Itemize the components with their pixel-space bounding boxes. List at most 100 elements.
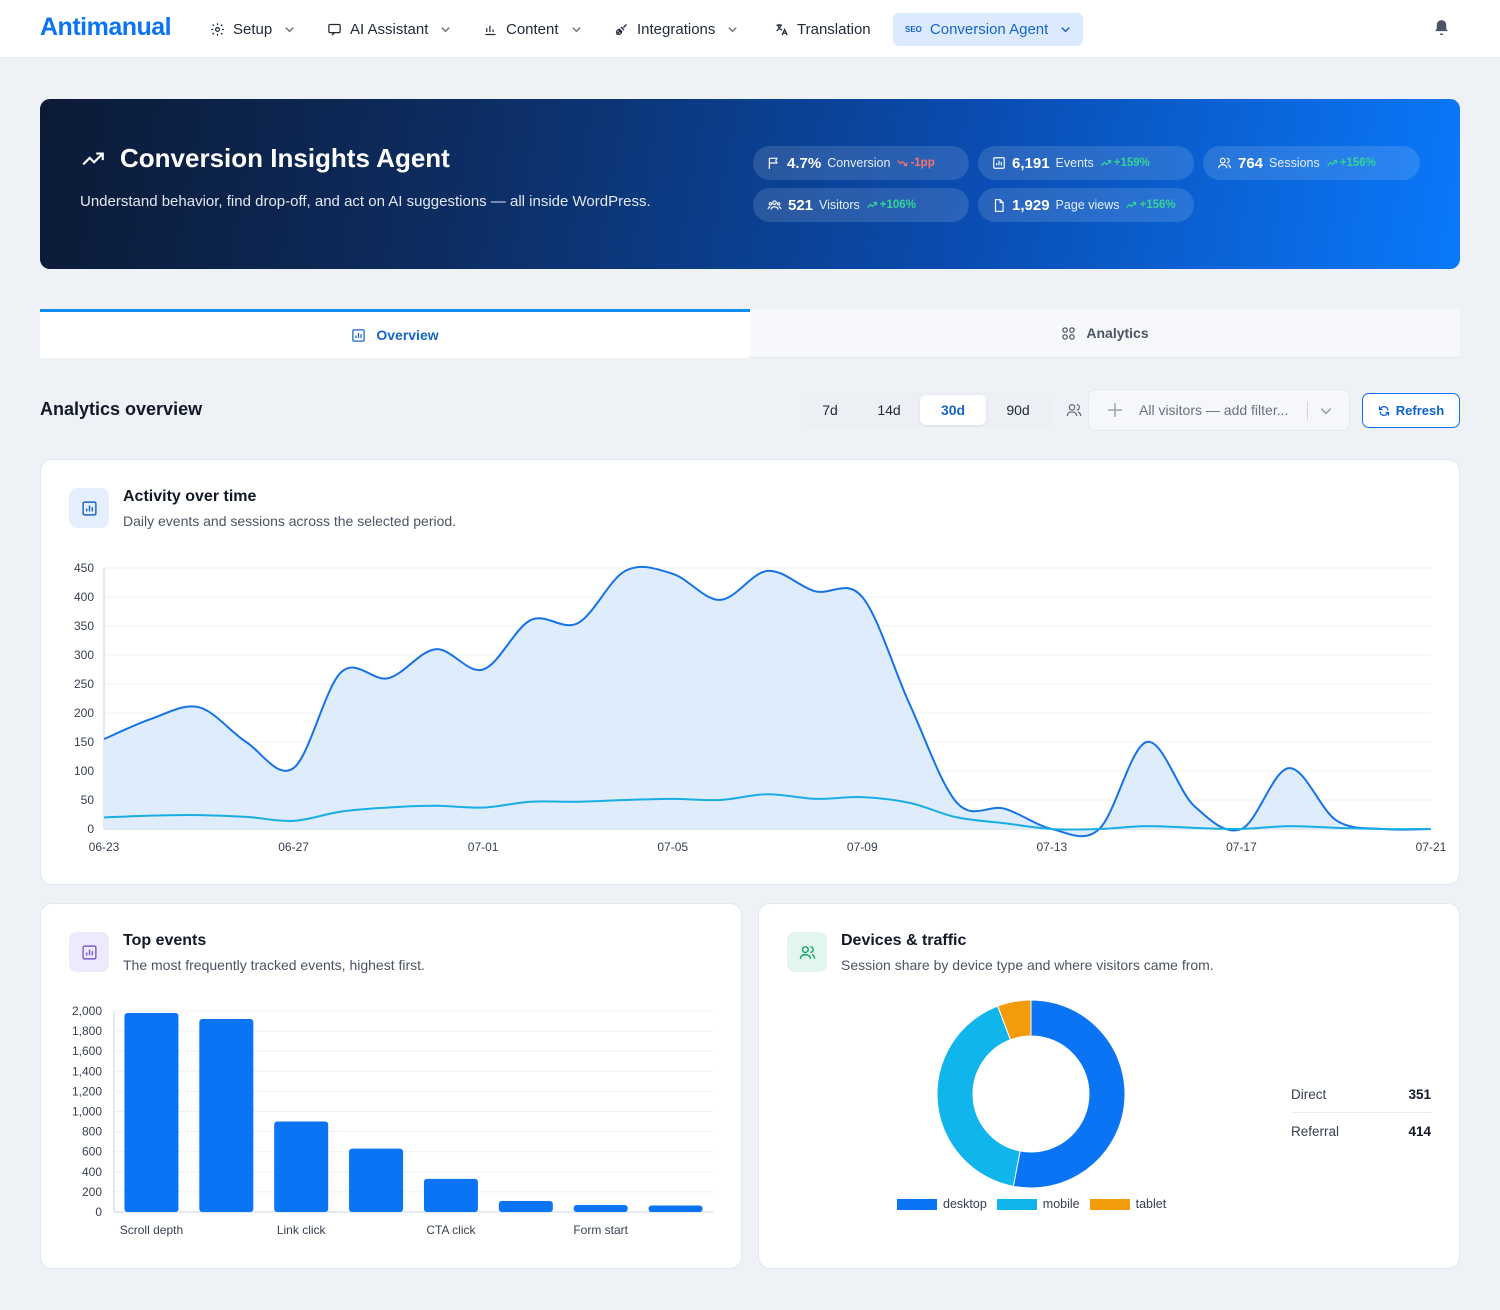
card-subtitle: Session share by device type and where v… [841,957,1214,973]
x-tick-label: Form start [573,1223,628,1237]
devices-traffic-card: Devices & traffic Session share by devic… [758,903,1460,1269]
range-14d[interactable]: 14d [877,402,901,418]
y-tick-label: 1,800 [72,1024,102,1038]
app-logo[interactable]: Antimanual [40,13,172,41]
divider [1307,402,1308,420]
table-row: Direct 351 [1291,1076,1431,1113]
metric-events: 6,191 Events +159% [978,146,1194,180]
tab-analytics[interactable]: Analytics [750,309,1460,358]
activity-card: Activity over time Daily events and sess… [40,459,1460,885]
y-tick-label: 400 [74,590,94,604]
trending-up-icon [1100,159,1111,166]
bar [573,1204,628,1212]
y-tick-label: 50 [81,793,95,807]
chart-icon [81,500,97,516]
nav-integrations-label: Integrations [637,21,716,38]
nav-ai-assistant-label: AI Assistant [350,21,429,38]
y-tick-label: 1,600 [72,1044,102,1058]
chevron-down-icon[interactable] [1319,404,1333,418]
x-tick-label: CTA click [426,1223,476,1237]
source-value: 351 [1408,1086,1431,1102]
x-tick-label: 07-17 [1226,840,1257,854]
chart-icon [81,944,97,960]
nav-setup[interactable]: Setup [198,13,307,46]
metric-value: 4.7% [787,154,822,172]
device-donut-chart [936,999,1126,1189]
y-tick-label: 600 [82,1145,102,1159]
card-icon [69,932,109,972]
trending-down-icon [897,160,908,167]
bell-icon[interactable] [1432,18,1451,38]
chevron-down-icon [728,27,738,33]
card-title: Devices & traffic [841,932,967,949]
top-events-bar-chart: 0 200 400 600 800 1,000 1,200 1,400 1,600 1,800 2,… [72,1004,713,1237]
slice-desktop [1012,999,1126,1189]
range-90d[interactable]: 90d [1006,402,1030,418]
y-tick-label: 1,000 [72,1105,102,1119]
chevron-down-icon [1061,27,1071,33]
section-title: Analytics overview [40,399,203,419]
y-tick-label: 200 [82,1185,102,1199]
metric-sessions: 764 Sessions +156% [1203,146,1420,180]
tab-overview[interactable]: Overview [40,309,750,358]
metric-label: Conversion [827,156,891,170]
y-tick-label: 350 [74,619,94,633]
events-area [104,566,1431,837]
y-tick-label: 0 [95,1205,102,1219]
y-tick-label: 1,200 [72,1084,102,1098]
range-30d[interactable]: 30d [920,395,986,425]
y-tick-label: 450 [74,561,94,575]
legend-item-mobile[interactable]: mobile [996,1197,1080,1211]
tab-overview-label: Overview [376,327,439,343]
x-tick-label: 07-01 [468,840,499,854]
activity-area-chart: 0 50 100 150 200 250 300 350 400 450 06-23 06-27 07-… [74,561,1447,854]
trending-up-icon [1326,159,1337,166]
nav-translation-label: Translation [797,21,871,38]
nav-content[interactable]: Content [471,13,594,46]
y-tick-label: 800 [82,1125,102,1139]
visitors-icon [767,200,782,210]
chart-icon [352,328,366,342]
traffic-sources-table: Direct 351 Referral 414 [1291,1076,1431,1150]
donut-legend: desktop mobile tablet [897,1197,1166,1211]
metric-delta: +156% [1326,157,1376,169]
users-icon [799,945,815,959]
nav-conversion-agent[interactable]: SEO Conversion Agent [893,13,1084,46]
nav-integrations[interactable]: Integrations [602,13,750,46]
metric-value: 521 [788,196,814,214]
refresh-button[interactable]: Refresh [1362,393,1460,428]
nav-conversion-agent-label: Conversion Agent [929,21,1049,38]
nav-ai-assistant[interactable]: AI Assistant [315,13,463,46]
hero-title: Conversion Insights Agent [120,143,450,173]
source-value: 414 [1408,1124,1431,1139]
metric-visitors: 521 Visitors +106% [753,188,969,222]
x-tick-label: 07-05 [657,840,688,854]
sessions-line [103,793,1432,831]
card-title: Activity over time [123,488,257,505]
nav-setup-label: Setup [233,21,273,38]
visitor-filter-select[interactable]: All visitors — add filter... [1088,389,1350,431]
hero-banner: Conversion Insights Agent Understand beh… [40,99,1460,269]
page-icon [994,198,1004,212]
card-subtitle: The most frequently tracked events, high… [123,957,425,973]
card-title: Top events [123,932,207,949]
events-line [103,565,1432,838]
y-tick-label: 300 [74,648,94,662]
users-icon [1218,157,1231,169]
metric-value: 6,191 [1012,154,1050,172]
slice-tablet [997,999,1032,1041]
metric-value: 764 [1238,154,1264,172]
filter-placeholder: All visitors — add filter... [1139,402,1289,418]
bar [498,1200,553,1212]
refresh-label: Refresh [1395,403,1445,418]
y-tick-label: 200 [74,706,94,720]
legend-item-desktop[interactable]: desktop [897,1197,987,1211]
y-tick-label: 250 [74,677,94,691]
legend-item-tablet[interactable]: tablet [1089,1197,1166,1211]
bar [199,1019,254,1212]
nav-translation[interactable]: Translation [762,13,883,46]
range-7d[interactable]: 7d [822,402,838,418]
x-tick-label: 06-27 [278,840,309,854]
top-navigation-bar: Antimanual Setup AI Assistant Content In… [0,0,1500,58]
seo-badge: SEO [905,25,922,34]
